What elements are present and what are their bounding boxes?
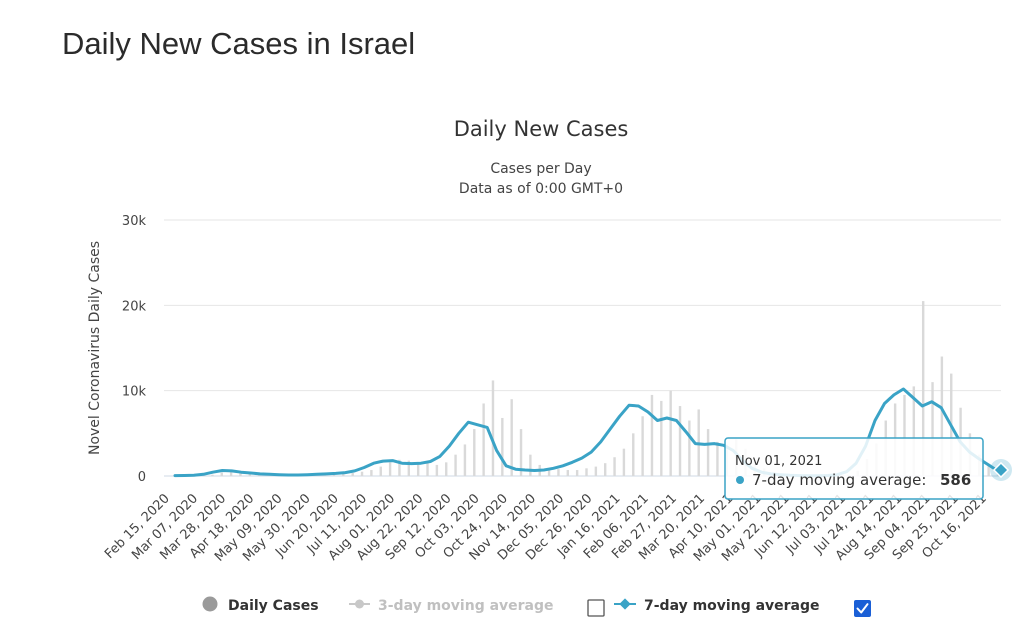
daily-case-bar [239, 471, 242, 476]
daily-case-bar [388, 462, 392, 476]
daily-case-bar [510, 399, 513, 476]
daily-case-bar [660, 400, 663, 476]
chart-title: Daily New Cases [454, 117, 629, 141]
daily-case-bar [463, 444, 467, 476]
daily-case-bar [557, 469, 560, 476]
daily-case-bar [604, 463, 607, 476]
daily-case-bar [379, 466, 382, 476]
y-tick-label: 30k [122, 214, 147, 229]
legend-item-7-day-average[interactable]: 7-day moving average [614, 598, 820, 614]
daily-case-bar [566, 470, 569, 476]
daily-case-bar [613, 457, 616, 476]
daily-case-bar [622, 448, 626, 476]
daily-case-bar [706, 429, 710, 476]
daily-case-bar [594, 466, 598, 476]
daily-case-bar [940, 356, 944, 476]
daily-case-bar [407, 460, 411, 476]
daily-case-bar [632, 433, 635, 476]
legend-7-day-label: 7-day moving average [644, 598, 820, 614]
tooltip-series-label: 7-day moving average: [752, 471, 926, 489]
daily-case-bar [435, 464, 439, 476]
legend-daily-cases-icon [202, 596, 218, 612]
daily-case-bar [211, 474, 214, 476]
legend-daily-cases-label: Daily Cases [228, 598, 319, 614]
daily-case-bar [678, 406, 682, 476]
daily-case-bar [650, 394, 654, 476]
daily-case-bar [501, 417, 504, 476]
y-tick-label: 10k [122, 385, 147, 400]
daily-case-bar [921, 301, 925, 476]
daily-case-bar [575, 470, 579, 476]
daily-case-bar [641, 416, 644, 476]
legend-item-daily-cases[interactable]: Daily Cases [202, 596, 319, 615]
checkbox-7-day-average[interactable] [854, 600, 871, 617]
daily-case-bar [360, 471, 364, 476]
tooltip-date: Nov 01, 2021 [735, 454, 822, 469]
daily-case-bar [220, 472, 223, 476]
checkbox-3-day-average[interactable] [587, 599, 605, 617]
daily-case-bar [229, 470, 233, 476]
daily-case-bar [342, 473, 345, 476]
daily-case-bar [370, 470, 373, 476]
daily-case-bar [716, 441, 719, 476]
page-title: Daily New Cases in Israel [62, 26, 416, 61]
daily-case-bar [669, 390, 672, 476]
tooltip: Nov 01, 2021 7-day moving average: 586 [724, 437, 984, 500]
daily-case-bar [585, 468, 588, 476]
daily-case-bar [519, 429, 523, 476]
chart-subtitle: Cases per Day [490, 161, 591, 177]
daily-case-bar [398, 459, 401, 476]
daily-case-bar [332, 474, 336, 476]
daily-case-bar [903, 394, 906, 476]
legend-3-day-label: 3-day moving average [378, 598, 554, 614]
daily-case-bar [454, 454, 457, 476]
daily-case-bar [491, 380, 495, 476]
daily-case-bar [529, 454, 532, 476]
daily-case-bar [323, 474, 326, 476]
legend-7-day-marker-icon [619, 598, 631, 610]
y-tick-label: 0 [138, 470, 146, 485]
daily-case-bar [426, 463, 429, 476]
tooltip-series-dot [736, 476, 744, 484]
legend-item-3-day-average[interactable]: 3-day moving average [349, 598, 554, 614]
daily-case-bar [987, 465, 990, 476]
daily-case-bar [688, 420, 691, 476]
daily-case-bar [473, 429, 476, 476]
tooltip-value: 586 [940, 471, 971, 489]
daily-case-bar [416, 463, 420, 476]
y-tick-label: 20k [122, 299, 147, 314]
hover-point-marker [990, 459, 1012, 481]
chart-subtitle-2: Data as of 0:00 GMT+0 [459, 181, 623, 197]
y-axis-title: Novel Coronavirus Daily Cases [87, 241, 103, 455]
daily-case-bar [351, 473, 354, 476]
daily-case-bar [547, 468, 551, 476]
daily-case-bar [931, 382, 934, 476]
daily-case-bar [482, 403, 485, 476]
legend-3-day-marker-icon [355, 599, 364, 609]
legend: Daily Cases 3-day moving average 7-day m… [202, 596, 871, 617]
daily-case-bar [912, 386, 916, 476]
daily-case-bar [445, 462, 448, 476]
